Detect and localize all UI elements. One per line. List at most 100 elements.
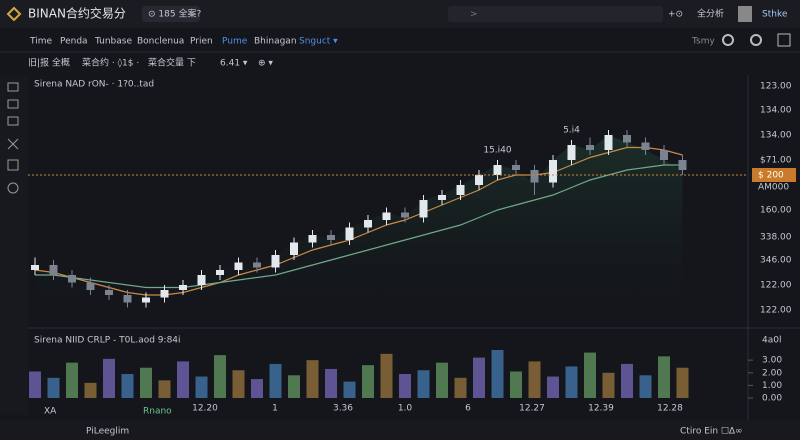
toolbar-item[interactable]: Prien: [190, 37, 213, 47]
tab-label[interactable]: ⊙ 185 全案?: [148, 8, 201, 20]
volume-bar: [269, 363, 282, 398]
toolbar-item[interactable]: Snguct ▾: [299, 37, 338, 47]
logo-icon: [6, 6, 22, 22]
volume-bar: [288, 375, 300, 398]
volume-bar: [251, 379, 263, 398]
header-item[interactable]: 全分析: [697, 8, 724, 20]
subbar-item[interactable]: ⊕ ▾: [258, 59, 273, 69]
icon[interactable]: [7, 138, 19, 150]
search-box[interactable]: [448, 6, 663, 22]
volume-bar: [621, 363, 633, 398]
volume-bar: [362, 365, 374, 398]
price-label: 123.00: [760, 82, 792, 92]
candle-body: [290, 242, 298, 255]
volume-label: 4a0l: [762, 336, 781, 346]
toolbar-item[interactable]: Time: [29, 37, 52, 47]
toolbar-item[interactable]: Pume: [222, 37, 248, 47]
price-label: 338.00: [760, 233, 792, 243]
candle-body: [382, 212, 391, 220]
candle-body: [271, 255, 280, 268]
candle-body: [31, 265, 39, 270]
subbar-item[interactable]: 菜合约 · ◊1$ ·: [82, 57, 139, 69]
price-label: 122.00: [760, 306, 792, 316]
candle-body: [512, 165, 520, 170]
price-label: 122.00: [760, 281, 792, 291]
sidebar: [0, 75, 28, 415]
volume-bar: [491, 350, 504, 398]
volume-bar: [121, 374, 134, 398]
volume-bar: [47, 377, 60, 398]
price-tag: [752, 168, 796, 182]
subbar-item[interactable]: 菜合交量 下: [148, 57, 196, 69]
candle-body: [86, 282, 95, 290]
volume-bar: [454, 377, 467, 398]
x-label: 1.0: [398, 404, 413, 414]
volume-legend: Sirena NIID CRLP - T0L.aod 9:84i: [34, 336, 181, 346]
volume-bar: [436, 362, 448, 398]
footer-item[interactable]: Rnano: [143, 407, 172, 417]
icon[interactable]: [722, 34, 734, 46]
search[interactable]: >: [470, 10, 478, 20]
toolbar-item[interactable]: Bonclenua: [137, 37, 184, 47]
volume-bar: [343, 381, 356, 398]
icon[interactable]: [7, 82, 19, 92]
volume-bar: [565, 366, 578, 398]
logo: BINAN合约交易分: [28, 6, 126, 21]
volume-bar: [306, 360, 319, 398]
volume-tick-label: 1.00: [762, 381, 782, 391]
candle-body: [567, 145, 576, 160]
candle-body: [234, 262, 243, 270]
volume-bar: [103, 358, 115, 398]
volume-bar: [528, 361, 541, 398]
volume-bar: [177, 361, 189, 398]
sidebar-icons: [7, 82, 19, 194]
footer-item[interactable]: XA: [44, 407, 57, 417]
toolbar-item[interactable]: Penda: [60, 37, 88, 47]
x-label: 12.39: [588, 404, 614, 414]
volume-bar: [676, 367, 689, 398]
volume-bar: [547, 376, 559, 398]
header-item[interactable]: +⊙: [668, 10, 683, 20]
toolbar: Time Penda Tunbase Bonclenua Prien Pume Bhinag…: [29, 37, 338, 47]
volume-bar: [473, 357, 485, 398]
price-label: 346.00: [760, 256, 792, 266]
toolbar-right[interactable]: Tsmy: [691, 37, 715, 47]
candle-body: [401, 212, 409, 218]
icon[interactable]: [750, 34, 762, 46]
price-tag-label: $ 200: [758, 171, 784, 181]
icon[interactable]: [7, 116, 19, 126]
icon[interactable]: [7, 159, 19, 171]
tab[interactable]: [142, 6, 200, 22]
volume-bar: [417, 370, 430, 398]
top-bar: [0, 0, 800, 28]
icon[interactable]: [7, 99, 19, 109]
price-label: 160.00: [760, 206, 792, 216]
candle-body: [216, 270, 224, 275]
toolbar-item[interactable]: Bhinagan: [254, 37, 297, 47]
icon[interactable]: [7, 182, 19, 194]
volume-bar: [510, 371, 522, 398]
chart-legend: Sirena NAD rON- · 1?0..tad: [34, 80, 154, 90]
candle-body: [456, 185, 465, 195]
volume-bar: [140, 367, 152, 398]
toolbar-item[interactable]: Tunbase: [94, 37, 132, 47]
subbar-item[interactable]: 旧|报 全概: [28, 57, 70, 69]
volume-bar: [658, 356, 670, 398]
candle-body: [475, 175, 483, 185]
price-tag-sub: AM000: [758, 183, 789, 193]
candle-body: [68, 275, 76, 283]
candle-body: [364, 220, 372, 228]
subbar: 旧|报 全概 菜合约 · ◊1$ · 菜合交量 下 6.41 ▾ ⊕ ▾: [28, 57, 273, 69]
candle-body: [493, 165, 502, 175]
x-label: 3.36: [333, 404, 353, 414]
candle-body: [641, 142, 650, 150]
x-label: 12.20: [192, 404, 218, 414]
footer-item[interactable]: Ctiro Ein ☐∆∞: [680, 427, 743, 437]
volume-bar: [214, 355, 226, 398]
header-item[interactable]: Sthke: [762, 10, 788, 20]
icon[interactable]: [777, 33, 791, 47]
candle-body: [345, 227, 354, 240]
subbar-item[interactable]: 6.41 ▾: [220, 59, 248, 69]
avatar[interactable]: [738, 6, 752, 22]
footer-item[interactable]: PiLeeglim: [86, 427, 129, 437]
